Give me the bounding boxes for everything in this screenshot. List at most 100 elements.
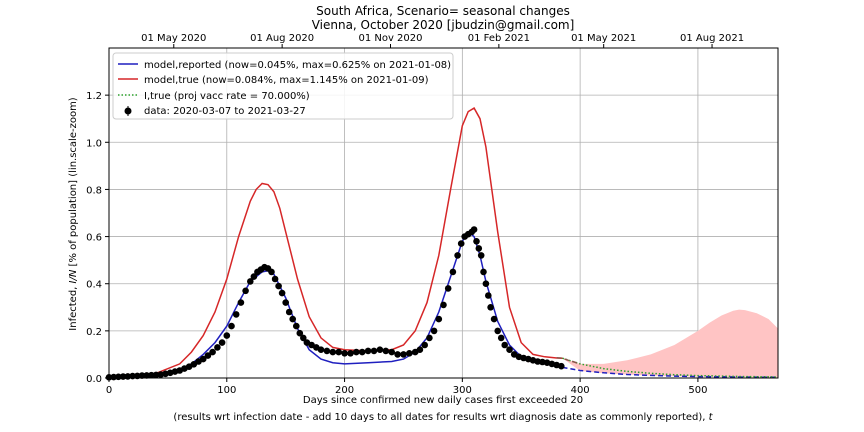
data-point bbox=[285, 308, 293, 316]
top-tick-label: 01 Aug 2021 bbox=[680, 33, 744, 44]
data-point bbox=[250, 273, 258, 280]
y-tick-label: 0.4 bbox=[86, 280, 102, 291]
data-points bbox=[105, 226, 565, 381]
data-point bbox=[218, 339, 226, 346]
data-point bbox=[435, 315, 443, 323]
data-point bbox=[485, 292, 492, 299]
data-point bbox=[454, 252, 461, 259]
plot-frame bbox=[108, 47, 779, 379]
y-axis-label-variable: I/N bbox=[68, 269, 79, 283]
data-point bbox=[278, 289, 286, 297]
x-axis-label: Days since confirmed new daily cases fir… bbox=[303, 395, 583, 406]
data-point bbox=[449, 268, 457, 276]
legend-label-i-true: I,true (proj vacc rate = 70.000%) bbox=[144, 91, 310, 102]
data-point bbox=[347, 350, 354, 357]
data-point bbox=[494, 327, 502, 335]
top-tick-label: 01 Nov 2020 bbox=[358, 33, 422, 44]
data-point bbox=[490, 315, 498, 323]
data-point bbox=[289, 315, 297, 323]
data-point bbox=[382, 347, 390, 355]
top-tick-label: 01 Aug 2020 bbox=[250, 33, 314, 44]
series-line bbox=[562, 366, 778, 379]
x-axis-note: (results wrt infection date - add 10 day… bbox=[173, 412, 713, 423]
data-point bbox=[473, 238, 480, 245]
legend-label-model-true: model,true (now=0.084%, max=1.145% on 20… bbox=[144, 75, 429, 86]
legend-box bbox=[112, 52, 454, 120]
data-point bbox=[204, 352, 212, 359]
data-point bbox=[457, 240, 465, 247]
chart-title-line-2: Vienna, October 2020 [jbudzin@gmail.com] bbox=[312, 18, 575, 32]
data-point bbox=[317, 346, 325, 354]
data-point bbox=[475, 245, 483, 252]
data-point bbox=[440, 301, 447, 309]
data-point bbox=[388, 348, 396, 356]
data-point bbox=[416, 346, 424, 354]
data-point bbox=[296, 329, 304, 337]
data-point bbox=[282, 299, 290, 306]
y-axis-label-prefix: Infected, bbox=[68, 283, 79, 330]
series-line bbox=[556, 356, 581, 365]
data-point bbox=[242, 287, 249, 295]
y-axis-label: Infected, I/N [% of population] (lin.sca… bbox=[68, 97, 79, 331]
data-point bbox=[480, 268, 487, 276]
x-tick-label: 400 bbox=[571, 385, 590, 396]
y-tick-label: 0.8 bbox=[86, 185, 102, 196]
data-point bbox=[482, 280, 490, 288]
data-point bbox=[228, 322, 235, 330]
projection-band bbox=[562, 309, 778, 378]
data-point bbox=[223, 332, 231, 339]
chart-title-line-1: South Africa, Scenario= seasonal changes bbox=[316, 4, 570, 18]
y-axis-label-suffix: [% of population] (lin.scale-zoom) bbox=[68, 97, 79, 269]
data-point bbox=[268, 268, 275, 276]
data-point bbox=[470, 226, 478, 233]
data-point bbox=[271, 275, 279, 283]
data-point bbox=[370, 347, 378, 355]
top-axis-ticks: 01 May 2020 01 Aug 2020 01 Nov 2020 01 Feb … bbox=[141, 33, 744, 48]
data-point bbox=[430, 327, 438, 335]
series-lines bbox=[108, 107, 779, 379]
data-point bbox=[247, 278, 254, 285]
data-point bbox=[506, 346, 513, 354]
data-point bbox=[558, 362, 565, 370]
y-tick-label: 0.2 bbox=[86, 327, 102, 338]
data-point bbox=[341, 350, 348, 357]
data-point bbox=[199, 355, 207, 363]
y-tick-label: 0.0 bbox=[86, 374, 102, 385]
data-point bbox=[487, 304, 494, 311]
data-point bbox=[358, 348, 366, 356]
data-point bbox=[232, 311, 240, 318]
data-point bbox=[353, 348, 360, 356]
legend-swatch-data-marker bbox=[124, 107, 132, 115]
data-point bbox=[364, 347, 372, 355]
legend: model,reported (now=0.045%, max=0.625% o… bbox=[112, 52, 454, 120]
x-tick-label: 100 bbox=[217, 385, 236, 396]
data-point bbox=[421, 341, 429, 349]
data-point bbox=[376, 346, 384, 354]
data-point bbox=[214, 344, 221, 351]
top-tick-label: 01 May 2021 bbox=[571, 33, 636, 44]
data-point bbox=[323, 347, 331, 355]
data-point bbox=[394, 351, 401, 358]
top-tick-label: 01 May 2020 bbox=[141, 33, 206, 44]
y-tick-label: 0.6 bbox=[86, 233, 102, 244]
data-point bbox=[237, 299, 245, 306]
x-tick-label: 300 bbox=[453, 385, 472, 396]
data-point bbox=[293, 322, 300, 330]
data-point bbox=[444, 285, 452, 292]
data-point bbox=[143, 372, 150, 379]
data-point bbox=[275, 282, 282, 290]
x-tick-label: 500 bbox=[688, 385, 707, 396]
top-tick-label: 01 Feb 2021 bbox=[468, 33, 530, 44]
data-point bbox=[110, 373, 117, 381]
data-point bbox=[497, 334, 505, 342]
data-point bbox=[138, 372, 146, 379]
legend-label-data: data: 2020-03-07 to 2021-03-27 bbox=[144, 106, 306, 117]
series-line bbox=[108, 230, 563, 379]
data-point bbox=[426, 334, 433, 342]
x-axis-ticks: 0 100 200 300 400 500 bbox=[106, 378, 707, 396]
data-point bbox=[400, 351, 407, 358]
y-tick-label: 1.2 bbox=[86, 91, 102, 102]
data-point bbox=[209, 348, 216, 356]
data-point bbox=[335, 348, 343, 356]
